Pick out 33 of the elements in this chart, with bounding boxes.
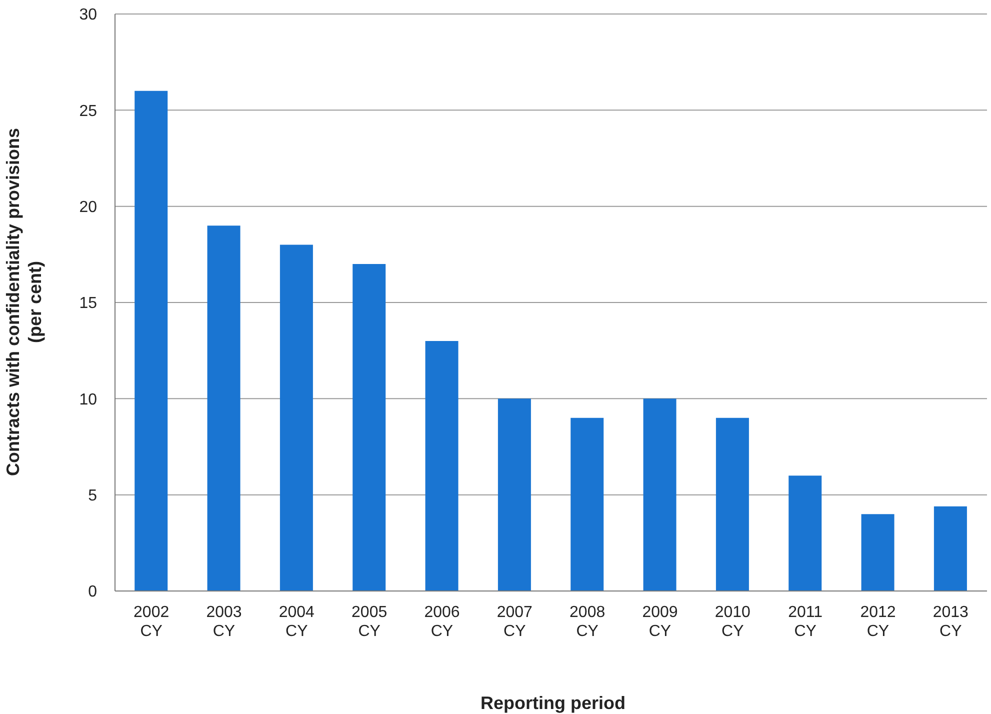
y-axis-title: Contracts with confidentiality provisions (per cent) [3,128,45,476]
bar [134,90,168,591]
x-tick-label: 2004 CY [278,604,315,640]
y-tick-label: 10 [79,391,98,408]
x-tick-label: 2002 CY [134,604,170,640]
x-tick-label: 2006 CY [424,604,460,640]
y-tick-label: 25 [79,102,98,120]
y-tick-label: 0 [88,584,98,601]
x-tick-label: 2008 CY [570,604,606,640]
bar [425,340,458,591]
y-tick-label: 20 [79,199,98,216]
bar [352,264,386,591]
x-tick-label: 2010 CY [714,604,751,640]
bar [207,226,240,591]
bar [643,398,676,591]
y-tick-label: 30 [79,6,98,24]
x-tick-label: 2011 CY [788,604,823,640]
x-tick-label: 2007 CY [496,604,533,640]
bar [280,244,313,591]
y-tick-label: 15 [79,295,98,312]
bar [716,418,749,591]
bar [934,506,967,591]
y-tick-label: 5 [88,488,98,505]
bar [498,398,531,591]
x-axis-title: Reporting period [480,693,626,713]
x-tick-label: 2005 CY [352,604,388,640]
x-tick-label: 2012 CY [860,604,896,640]
bar [570,418,604,591]
x-tick-label: 2013 CY [932,604,969,640]
bar [788,476,822,591]
bar [861,514,894,591]
x-tick-label: 2003 CY [206,604,242,640]
x-tick-label: 2009 CY [642,604,678,640]
